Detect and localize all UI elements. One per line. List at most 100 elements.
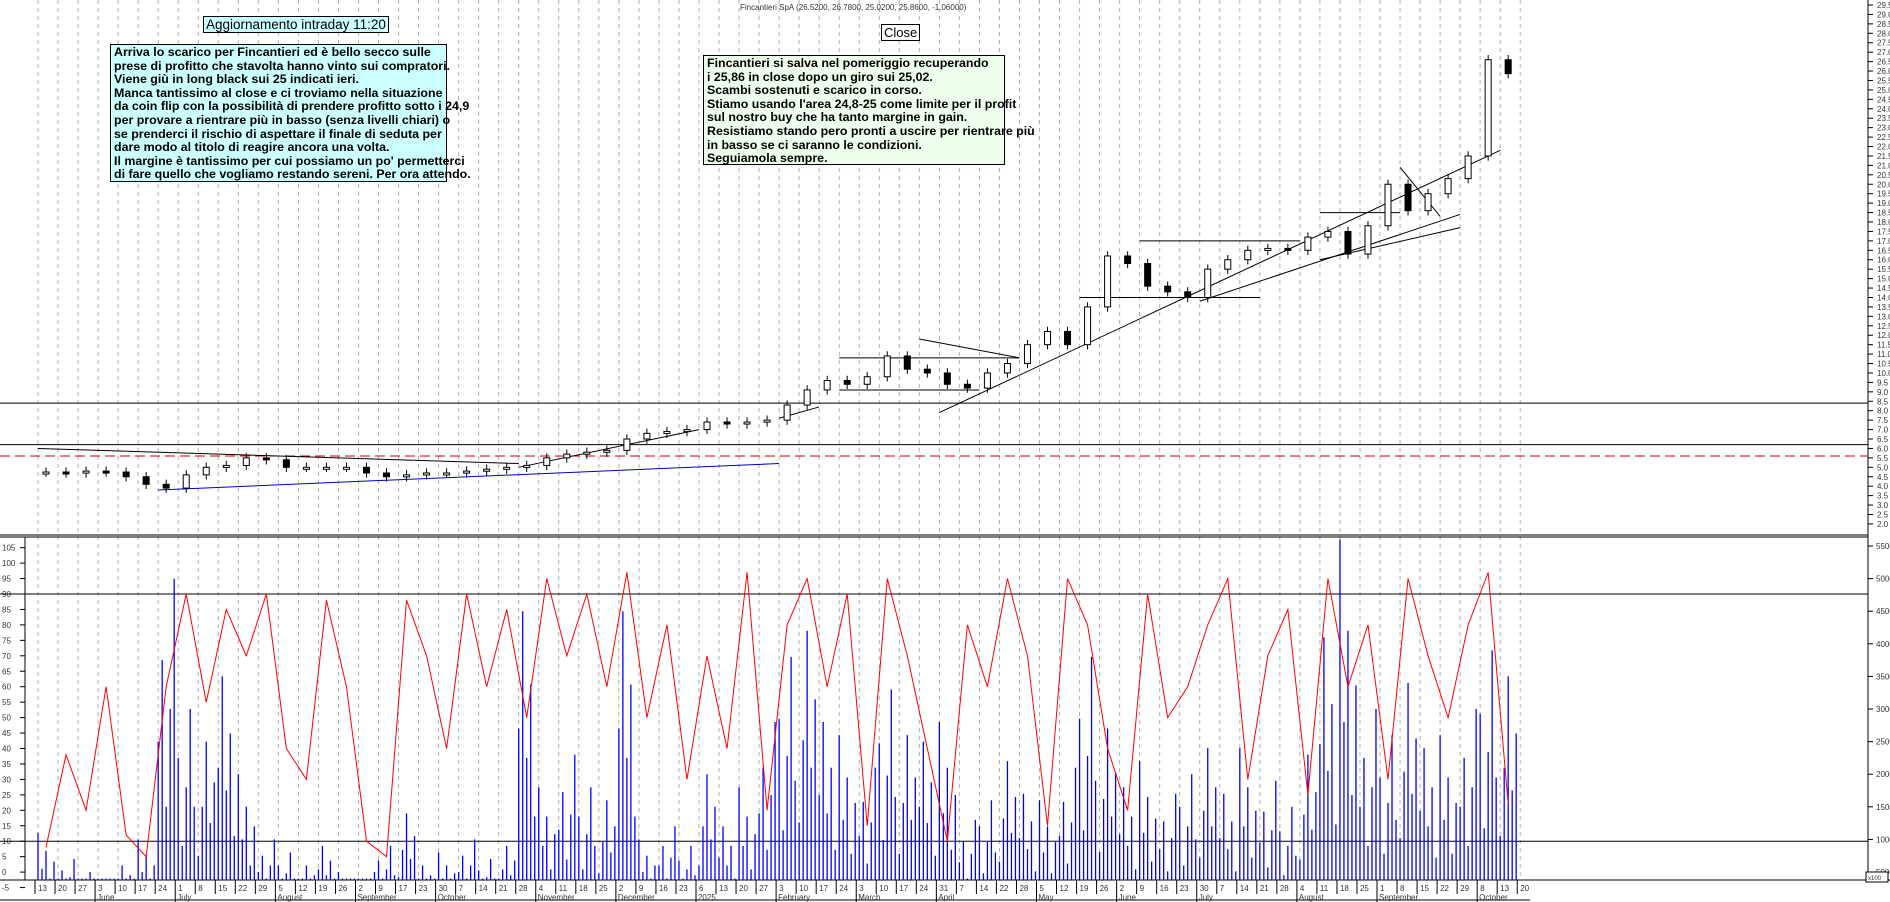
oscillator-tick-label: 60 [2,683,11,692]
oscillator-tick-label: 25 [2,791,11,800]
x-tick-label: 7 [1220,884,1225,893]
x-tick-label: 3 [98,884,103,893]
x-tick-label: 14 [1240,884,1249,893]
oscillator-tick-label: 0 [2,868,7,877]
price-tick-label: 19.5 [1877,190,1890,199]
candle-body [1164,285,1172,293]
candle-body [242,457,250,466]
x-tick-label: 31 [939,884,948,893]
x-tick-label: 30 [1200,884,1209,893]
price-tick-label: 15.0 [1877,275,1890,284]
x-tick-label: 8 [198,884,203,893]
x-tick-label: 2 [619,884,624,893]
price-tick-label: 13.5 [1877,303,1890,312]
price-tick-label: 12.0 [1877,331,1890,340]
candle-body [923,368,931,374]
x-tick-label: 10 [799,884,808,893]
x-tick-label: 18 [1340,884,1349,893]
price-tick-label: 22.5 [1877,133,1890,142]
price-tick-label: 16.5 [1877,246,1890,255]
price-tick-label: 18.0 [1877,218,1890,227]
price-tick-label: 26.0 [1877,67,1890,76]
volume-tick-label: 25000 [1876,738,1890,747]
intraday-commentary-note: Arriva lo scarico per Fincantieri ed è b… [110,44,471,182]
x-tick-label: 9 [639,884,644,893]
candle-body [1244,249,1252,261]
price-tick-label: 22.0 [1877,143,1890,152]
candle-body [222,464,230,468]
oscillator-tick-label: 75 [2,636,11,645]
volume-tick-label: 40000 [1876,640,1890,649]
price-tick-label: 5.0 [1877,463,1889,472]
candle-body [903,355,911,370]
candle-body [723,421,731,425]
price-tick-label: 26.5 [1877,58,1890,67]
candle-body [1324,230,1332,238]
x-tick-label: 14 [979,884,988,893]
price-tick-label: 3.0 [1877,501,1889,510]
volume-tick-label: 50000 [1876,575,1890,584]
candle-body [1204,268,1212,298]
x-tick-label: 1 [1380,884,1385,893]
candle-body [142,476,150,485]
price-tick-label: 27.0 [1877,48,1890,57]
price-tick-label: 14.0 [1877,293,1890,302]
candle-body [543,457,551,466]
oscillator-tick-label: 70 [2,652,11,661]
price-tick-label: 21.0 [1877,161,1890,170]
price-tick-label: 14.5 [1877,284,1890,293]
price-tick-label: 29.5 [1877,1,1890,10]
close-label: Close [881,24,921,41]
price-tick-label: 21.5 [1877,152,1890,161]
candle-body [322,466,330,470]
candle-body [1023,344,1031,365]
price-tick-label: 9.5 [1877,378,1889,387]
candle-body [483,468,491,472]
candle-body [1284,247,1292,251]
oscillator-tick-label: 15 [2,822,11,831]
candle-body [503,466,511,470]
candle-body [1264,247,1272,251]
candle-body [683,429,691,433]
price-tick-label: 7.0 [1877,426,1889,435]
candle-body [823,380,831,391]
price-tick-label: 13.0 [1877,312,1890,321]
candle-body [783,404,791,421]
x-tick-label: 23 [679,884,688,893]
candle-body [843,380,851,385]
volume-tick-label: 20000 [1876,770,1890,779]
x-tick-label: 10 [118,884,127,893]
candle-body [362,466,370,474]
x-tick-label: 22 [999,884,1008,893]
candle-body [1003,363,1011,374]
x-tick-label: 20 [1520,884,1529,893]
x-tick-label: 12 [298,884,307,893]
month-label: May [1039,893,1054,902]
price-tick-label: 9.0 [1877,388,1889,397]
candle-body [1184,291,1192,298]
price-tick-label: 28.5 [1877,20,1890,29]
month-label: September [1379,893,1418,902]
price-tick-label: 27.5 [1877,39,1890,48]
price-tick-label: 6.5 [1877,435,1889,444]
candle-body [302,466,310,470]
candle-body [883,355,891,378]
oscillator-tick-label: 85 [2,605,11,614]
price-tick-label: 4.0 [1877,482,1889,491]
volume-tick-label: 55000 [1876,542,1890,551]
oscillator-tick-label: 20 [2,806,11,815]
price-tick-label: 12.5 [1877,322,1890,331]
month-label: June [1119,893,1137,902]
candle-body [342,466,350,470]
price-tick-label: 2.0 [1877,520,1889,529]
month-label: August [1299,893,1325,902]
x-tick-label: 19 [1080,884,1089,893]
month-label: October [1479,893,1508,902]
x-tick-label: 28 [1019,884,1028,893]
x-tick-label: 4 [1300,884,1305,893]
candle-body [1424,193,1432,212]
price-tick-label: 7.5 [1877,416,1889,425]
oscillator-tick-label: 55 [2,698,11,707]
candle-body [463,470,471,474]
candle-body [963,383,971,389]
